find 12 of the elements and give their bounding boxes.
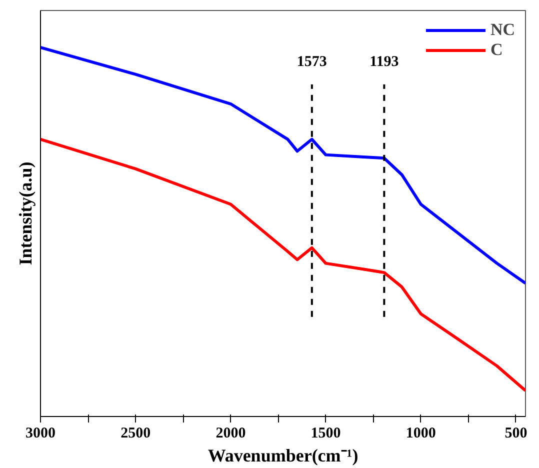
ref-line-label: 1193 [370,54,399,70]
legend-label: NC [490,20,515,40]
x-tick-label: 1000 [406,426,436,442]
x-tick-label: 1500 [310,426,341,442]
y-axis-title: Intensity(a.u) [16,162,36,266]
x-tick-label: 2000 [216,426,246,442]
ref-line-label: 1573 [296,54,327,70]
x-axis-title: Wavenumber(cm⁻¹) [208,446,358,466]
x-tick-label: 3000 [26,426,56,442]
x-tick-label: 2500 [120,426,151,442]
legend-label: C [490,40,504,60]
x-tick-label: 500 [504,426,528,442]
